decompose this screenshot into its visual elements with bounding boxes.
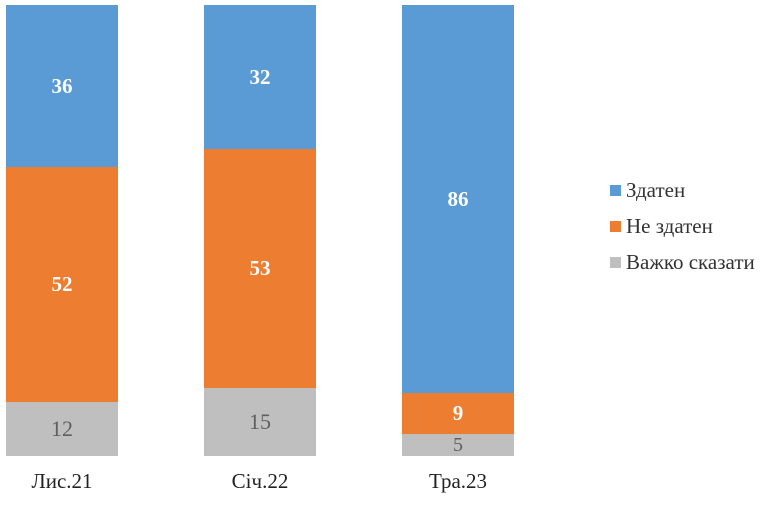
category-label: Січ.22 bbox=[231, 469, 289, 493]
segment-zdaten: 32 bbox=[204, 5, 316, 149]
bar-tra23: 86 9 5 bbox=[402, 5, 514, 456]
legend-label: Здатен bbox=[626, 177, 686, 202]
category-label: Лис.21 bbox=[31, 469, 93, 493]
segment-ne-zdaten: 9 bbox=[402, 393, 514, 434]
segment-vazhko-skazaty: 5 bbox=[402, 434, 514, 456]
segment-ne-zdaten: 52 bbox=[6, 167, 118, 402]
segment-zdaten: 36 bbox=[6, 5, 118, 167]
legend-item-vazhko-skazaty: Важко сказати bbox=[610, 244, 755, 280]
legend-label: Не здатен bbox=[626, 213, 713, 238]
legend-swatch-icon bbox=[610, 220, 621, 232]
legend-label: Важко сказати bbox=[626, 249, 755, 274]
bar-sich22: 32 53 15 bbox=[204, 5, 316, 456]
bar-lis21: 36 52 12 bbox=[6, 5, 118, 456]
segment-ne-zdaten: 53 bbox=[204, 149, 316, 388]
category-label: Тра.23 bbox=[428, 469, 488, 493]
segment-vazhko-skazaty: 12 bbox=[6, 402, 118, 456]
segment-zdaten: 86 bbox=[402, 5, 514, 393]
legend-swatch-icon bbox=[610, 184, 621, 196]
legend-item-zdaten: Здатен bbox=[610, 172, 755, 208]
legend-swatch-icon bbox=[610, 256, 621, 268]
segment-vazhko-skazaty: 15 bbox=[204, 388, 316, 456]
legend-item-ne-zdaten: Не здатен bbox=[610, 208, 755, 244]
legend: Здатен Не здатен Важко сказати bbox=[610, 172, 755, 280]
